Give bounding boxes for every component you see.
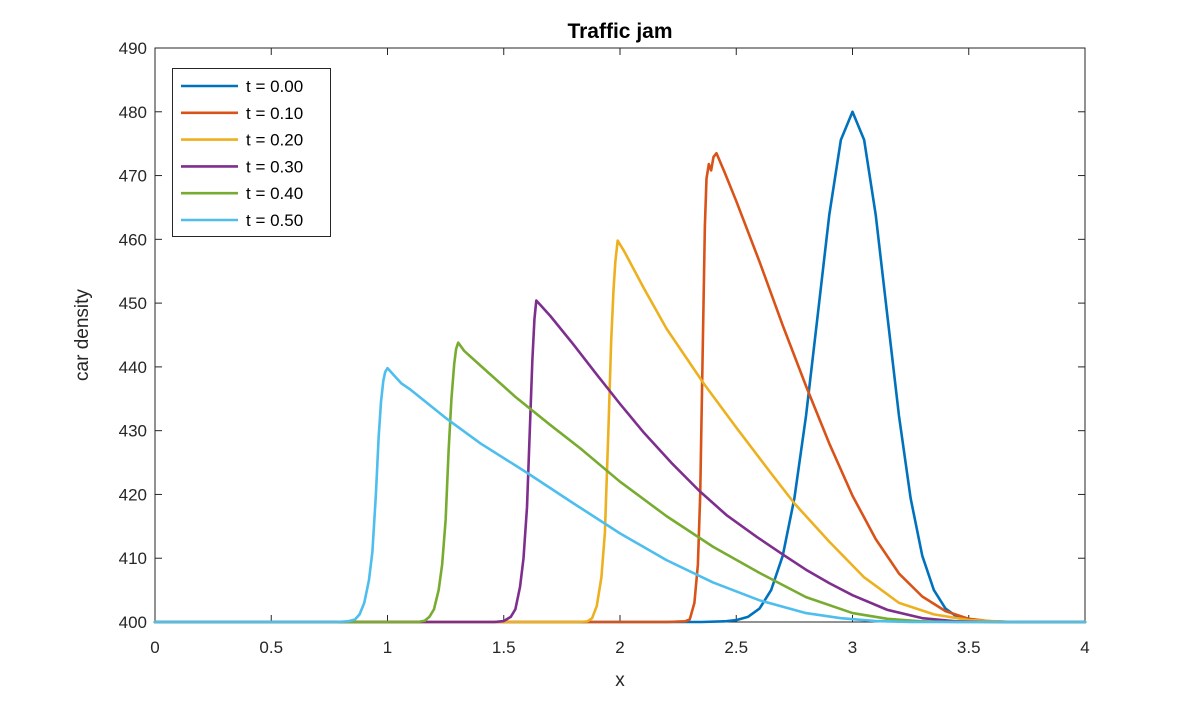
x-tick-label: 3.5 [957,638,981,657]
legend: t = 0.00 t = 0.10 t = 0.20 t = 0.30 t = 0.40… [172,68,331,237]
y-tick-label: 430 [119,422,147,441]
x-tick-label: 1.5 [492,638,516,657]
x-axis-label: x [615,670,625,691]
legend-label: t = 0.00 [246,77,303,96]
y-tick-label: 460 [119,230,147,249]
series-line-0.00 [153,110,1087,624]
x-tick-label: 0 [150,638,159,657]
x-tick-label: 2.5 [724,638,748,657]
y-tick-label: 470 [119,167,147,186]
series-line-0.20 [153,239,1087,624]
y-tick-label: 410 [119,549,147,568]
x-tick-label: 3 [848,638,857,657]
y-tick-label: 440 [119,358,147,377]
legend-box [172,68,331,237]
y-tick-label: 480 [119,103,147,122]
series-line-0.30 [153,299,1087,624]
series-line-0.10 [153,151,1087,624]
y-tick-label: 490 [119,39,147,58]
legend-label: t = 0.40 [246,184,303,203]
legend-label: t = 0.20 [246,131,303,150]
series-line-0.50 [153,366,1087,624]
x-tick-label: 0.5 [259,638,283,657]
y-tick-label: 420 [119,485,147,504]
x-tick-label: 4 [1080,638,1089,657]
y-axis-label: car density [72,289,93,381]
x-tick-label: 2 [615,638,624,657]
legend-label: t = 0.50 [246,211,303,230]
series-line-0.40 [153,341,1087,624]
y-tick-label: 400 [119,613,147,632]
series-layer [153,110,1087,624]
y-tick-label: 450 [119,294,147,313]
legend-label: t = 0.10 [246,104,303,123]
plot-title: Traffic jam [567,20,672,43]
x-tick-label: 1 [383,638,392,657]
legend-label: t = 0.30 [246,157,303,176]
